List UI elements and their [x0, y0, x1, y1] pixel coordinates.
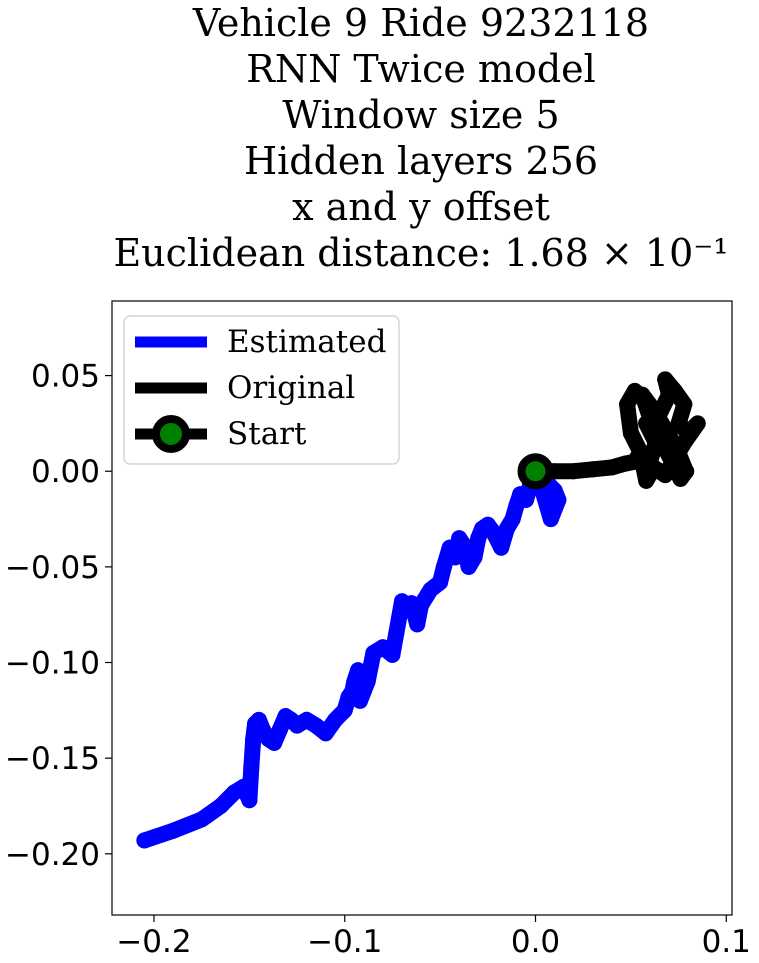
legend-box: [123, 315, 400, 465]
data-point-original: [689, 415, 706, 432]
data-point-original: [668, 440, 685, 457]
data-point-estimated: [384, 646, 401, 663]
title-line: Euclidean distance: 1.68 × 10⁻¹: [113, 231, 728, 275]
data-point-estimated: [493, 539, 510, 556]
data-point-original: [645, 459, 662, 476]
data-point-original: [632, 444, 649, 461]
data-point-original: [657, 421, 674, 438]
y-tick-label: −0.20: [5, 837, 100, 873]
data-point-original: [634, 386, 651, 403]
data-point-estimated: [235, 778, 252, 795]
data-point-original: [657, 467, 674, 484]
legend-label-original: Original: [227, 370, 355, 406]
data-point-original: [603, 459, 620, 476]
data-point-estimated: [542, 511, 559, 528]
data-point-original: [584, 461, 601, 478]
data-point-estimated: [317, 725, 334, 742]
legend-swatch-start-marker: [152, 415, 190, 453]
y-tick-label: −0.15: [5, 741, 100, 777]
data-point-estimated: [447, 549, 464, 566]
data-point-estimated: [518, 491, 534, 508]
data-point-estimated: [266, 734, 283, 751]
legend-label-estimated: Estimated: [227, 324, 386, 360]
data-point-estimated: [432, 574, 449, 591]
data-point-original: [565, 463, 582, 480]
data-point-estimated: [455, 535, 471, 552]
data-point-estimated: [336, 702, 353, 719]
y-tick-label: 0.00: [31, 454, 100, 490]
data-point-original: [619, 396, 636, 413]
x-tick-label: −0.1: [307, 924, 382, 960]
data-point-estimated: [212, 798, 229, 814]
y-tick-label: −0.10: [5, 646, 100, 682]
data-point-original: [657, 371, 674, 388]
legend-label-start: Start: [227, 416, 307, 452]
x-tick-label: 0.1: [702, 924, 751, 960]
data-point-estimated: [388, 625, 405, 642]
data-point-estimated: [359, 673, 376, 690]
start-marker: [517, 453, 554, 490]
data-point-original: [645, 402, 662, 418]
data-point-estimated: [413, 597, 429, 614]
title-line: x and y offset: [292, 185, 550, 229]
start-marker-group: [517, 453, 554, 490]
x-tick-label: 0.0: [511, 924, 560, 960]
x-axis: −0.2 −0.1 0.0 0.1: [116, 915, 751, 960]
data-point-original: [666, 382, 683, 399]
data-point-original: [622, 425, 639, 441]
data-point-estimated: [271, 721, 288, 738]
data-point-estimated: [504, 511, 521, 528]
data-point-estimated: [243, 759, 260, 776]
title-line: RNN Twice model: [246, 47, 596, 91]
data-point-estimated: [241, 792, 258, 809]
data-point-estimated: [136, 832, 153, 849]
data-point-original: [676, 396, 693, 413]
title-line: Vehicle 9 Ride 9232118: [192, 1, 649, 45]
data-point-estimated: [165, 822, 181, 839]
title-line: Hidden layers 256: [244, 139, 598, 183]
y-tick-label: 0.05: [31, 359, 100, 395]
data-point-estimated: [435, 558, 452, 575]
data-point-estimated: [466, 549, 483, 566]
y-axis: 0.05 0.00 −0.05 −0.10 −0.15 −0.20: [5, 359, 112, 873]
data-point-estimated: [350, 662, 367, 679]
data-point-estimated: [485, 524, 502, 541]
title-line: Window size 5: [282, 93, 559, 137]
y-tick-label: −0.05: [5, 550, 100, 586]
data-point-estimated: [409, 616, 426, 633]
data-point-original: [638, 472, 655, 489]
data-point-original: [676, 459, 693, 476]
legend: Estimated Original Start: [123, 315, 400, 465]
data-point-estimated: [193, 811, 210, 828]
x-tick-label: −0.2: [116, 924, 191, 960]
